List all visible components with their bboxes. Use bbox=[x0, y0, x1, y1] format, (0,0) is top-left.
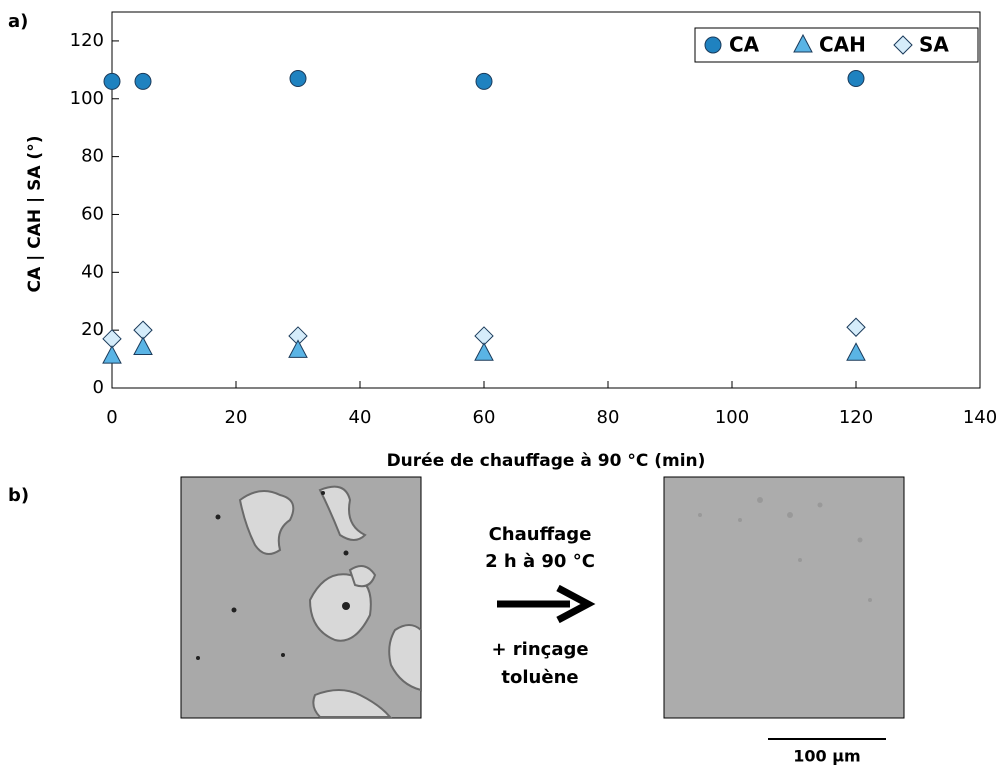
x-tick-label: 80 bbox=[597, 407, 620, 428]
point bbox=[102, 345, 122, 364]
x-tick-label: 100 bbox=[715, 407, 749, 428]
point bbox=[846, 317, 866, 337]
y-axis-title: CA | CAH | SA (°) bbox=[25, 136, 45, 293]
x-tick-label: 40 bbox=[349, 407, 372, 428]
treatment-text: + rinçage bbox=[491, 639, 588, 660]
y-tick-label: 0 bbox=[93, 377, 104, 398]
point bbox=[288, 339, 308, 358]
legend: CA CAH SA bbox=[694, 27, 979, 63]
legend-marker bbox=[704, 36, 722, 54]
treatment-text: 2 h à 90 °C bbox=[485, 551, 595, 572]
micrograph-before bbox=[180, 476, 422, 719]
panel-label: b) bbox=[8, 485, 29, 506]
legend-marker bbox=[793, 33, 813, 53]
x-tick-label: 0 bbox=[106, 407, 117, 428]
panel-label: a) bbox=[8, 11, 28, 32]
x-tick-label: 140 bbox=[963, 407, 997, 428]
y-tick-label: 40 bbox=[81, 261, 104, 282]
y-tick-label: 80 bbox=[81, 146, 104, 167]
x-tick-label: 120 bbox=[839, 407, 873, 428]
point bbox=[289, 70, 307, 88]
point bbox=[134, 72, 152, 90]
point bbox=[846, 342, 866, 361]
legend-marker bbox=[893, 35, 913, 55]
legend-box bbox=[694, 27, 979, 63]
point bbox=[103, 72, 121, 90]
point bbox=[475, 72, 493, 90]
plot-frame bbox=[111, 11, 981, 389]
x-tick-label: 20 bbox=[225, 407, 248, 428]
x-tick-label: 60 bbox=[473, 407, 496, 428]
treatment-text: toluène bbox=[501, 667, 578, 688]
arrow bbox=[497, 584, 596, 624]
point bbox=[133, 336, 153, 356]
x-axis-title: Durée de chauffage à 90 °C (min) bbox=[387, 451, 706, 471]
point bbox=[474, 342, 494, 361]
legend-label: CA bbox=[729, 33, 760, 57]
micrograph-after bbox=[663, 476, 905, 719]
y-tick-label: 100 bbox=[70, 88, 104, 109]
treatment-text: Chauffage bbox=[489, 524, 592, 545]
scale-bar-label: 100 µm bbox=[793, 747, 860, 766]
y-tick-label: 120 bbox=[70, 30, 104, 51]
legend-label: SA bbox=[919, 33, 949, 57]
legend-label: CAH bbox=[819, 33, 866, 57]
point bbox=[847, 70, 865, 88]
y-tick-label: 20 bbox=[81, 319, 104, 340]
y-tick-label: 60 bbox=[81, 203, 104, 224]
